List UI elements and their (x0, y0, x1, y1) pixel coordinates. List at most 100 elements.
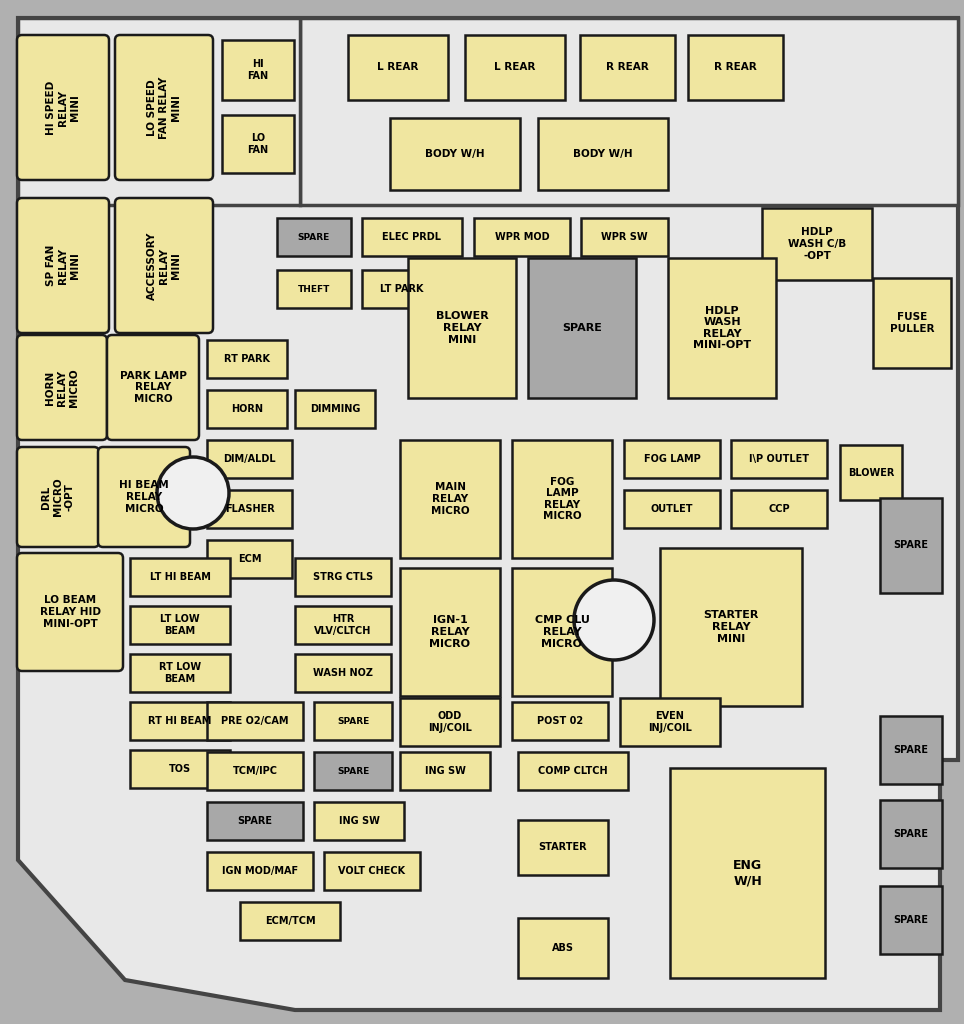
Text: L REAR: L REAR (377, 62, 418, 73)
FancyBboxPatch shape (880, 498, 942, 593)
Text: HI
FAN: HI FAN (248, 59, 269, 81)
FancyBboxPatch shape (295, 390, 375, 428)
FancyBboxPatch shape (670, 768, 825, 978)
Text: CMP CLU
RELAY
MICRO: CMP CLU RELAY MICRO (535, 615, 589, 648)
Text: POST 02: POST 02 (537, 716, 583, 726)
FancyBboxPatch shape (207, 802, 303, 840)
Text: RT LOW
BEAM: RT LOW BEAM (159, 663, 201, 684)
Text: HI BEAM
RELAY
MICRO: HI BEAM RELAY MICRO (120, 480, 169, 514)
FancyBboxPatch shape (314, 702, 392, 740)
Text: HDLP
WASH C/B
-OPT: HDLP WASH C/B -OPT (788, 227, 846, 260)
Text: ODD
INJ/COIL: ODD INJ/COIL (428, 712, 472, 733)
Text: ECM/TCM: ECM/TCM (265, 916, 315, 926)
Text: WPR SW: WPR SW (602, 232, 648, 242)
FancyBboxPatch shape (314, 802, 404, 840)
Text: SP FAN
RELAY
MINI: SP FAN RELAY MINI (46, 245, 80, 286)
FancyBboxPatch shape (314, 752, 392, 790)
Text: SPARE: SPARE (336, 717, 369, 725)
Text: SPARE: SPARE (237, 816, 273, 826)
Text: FLASHER: FLASHER (225, 504, 275, 514)
FancyBboxPatch shape (580, 35, 675, 100)
FancyBboxPatch shape (390, 118, 520, 190)
Text: HI SPEED
RELAY
MINI: HI SPEED RELAY MINI (46, 80, 80, 134)
Text: SPARE: SPARE (894, 915, 928, 925)
Text: IGN MOD/MAF: IGN MOD/MAF (222, 866, 298, 876)
Text: SPARE: SPARE (894, 829, 928, 839)
FancyBboxPatch shape (240, 902, 340, 940)
FancyBboxPatch shape (400, 698, 500, 746)
Text: HTR
VLV/CLTCH: HTR VLV/CLTCH (314, 614, 372, 636)
Text: HDLP
WASH
RELAY
MINI-OPT: HDLP WASH RELAY MINI-OPT (693, 305, 751, 350)
FancyBboxPatch shape (295, 606, 391, 644)
FancyBboxPatch shape (207, 540, 292, 578)
Text: TOS: TOS (169, 764, 191, 774)
Text: FOG LAMP: FOG LAMP (644, 454, 701, 464)
Text: ABS: ABS (552, 943, 574, 953)
FancyBboxPatch shape (362, 270, 442, 308)
Circle shape (574, 580, 654, 660)
FancyBboxPatch shape (207, 390, 287, 428)
Text: COMP CLTCH: COMP CLTCH (538, 766, 608, 776)
Text: SPARE: SPARE (562, 323, 602, 333)
FancyBboxPatch shape (107, 335, 199, 440)
Text: CCP: CCP (768, 504, 790, 514)
FancyBboxPatch shape (324, 852, 420, 890)
FancyBboxPatch shape (17, 447, 99, 547)
Text: LO
FAN: LO FAN (248, 133, 269, 155)
FancyBboxPatch shape (98, 447, 190, 547)
FancyBboxPatch shape (880, 800, 942, 868)
Text: IGN-1
RELAY
MICRO: IGN-1 RELAY MICRO (430, 615, 470, 648)
FancyBboxPatch shape (465, 35, 565, 100)
Text: R REAR: R REAR (606, 62, 649, 73)
FancyBboxPatch shape (17, 553, 123, 671)
FancyBboxPatch shape (222, 40, 294, 100)
Text: WPR MOD: WPR MOD (495, 232, 549, 242)
FancyBboxPatch shape (115, 35, 213, 180)
Text: OUTLET: OUTLET (651, 504, 693, 514)
Text: BLOWER: BLOWER (847, 468, 895, 477)
Text: I\P OUTLET: I\P OUTLET (749, 454, 809, 464)
FancyBboxPatch shape (408, 258, 516, 398)
Text: LO SPEED
FAN RELAY
MINI: LO SPEED FAN RELAY MINI (147, 77, 180, 138)
Text: SPARE: SPARE (894, 745, 928, 755)
Text: SPARE: SPARE (894, 541, 928, 551)
FancyBboxPatch shape (688, 35, 783, 100)
Text: STRG CTLS: STRG CTLS (313, 572, 373, 582)
FancyBboxPatch shape (528, 258, 636, 398)
Text: L REAR: L REAR (495, 62, 536, 73)
Text: DIM/ALDL: DIM/ALDL (224, 454, 276, 464)
FancyBboxPatch shape (620, 698, 720, 746)
FancyBboxPatch shape (130, 606, 230, 644)
Polygon shape (300, 18, 958, 205)
Text: VOLT CHECK: VOLT CHECK (338, 866, 406, 876)
Text: FUSE
PULLER: FUSE PULLER (890, 312, 934, 334)
FancyBboxPatch shape (400, 568, 500, 696)
FancyBboxPatch shape (880, 886, 942, 954)
FancyBboxPatch shape (207, 490, 292, 528)
FancyBboxPatch shape (130, 750, 230, 788)
FancyBboxPatch shape (538, 118, 668, 190)
Text: ING SW: ING SW (338, 816, 380, 826)
Text: ECM: ECM (238, 554, 261, 564)
FancyBboxPatch shape (17, 198, 109, 333)
FancyBboxPatch shape (400, 440, 500, 558)
Text: SPARE: SPARE (336, 767, 369, 775)
Text: BODY W/H: BODY W/H (574, 150, 632, 159)
Text: PARK LAMP
RELAY
MICRO: PARK LAMP RELAY MICRO (120, 371, 186, 404)
FancyBboxPatch shape (762, 208, 872, 280)
Circle shape (157, 457, 229, 529)
Text: TCM/IPC: TCM/IPC (232, 766, 278, 776)
Text: R REAR: R REAR (714, 62, 757, 73)
Text: HORN
RELAY
MICRO: HORN RELAY MICRO (45, 369, 79, 407)
Text: BLOWER
RELAY
MINI: BLOWER RELAY MINI (436, 311, 489, 345)
Text: ELEC PRDL: ELEC PRDL (383, 232, 442, 242)
FancyBboxPatch shape (518, 820, 608, 874)
Text: HORN: HORN (231, 404, 263, 414)
FancyBboxPatch shape (624, 490, 720, 528)
Text: LT HI BEAM: LT HI BEAM (149, 572, 210, 582)
Text: BODY W/H: BODY W/H (425, 150, 485, 159)
FancyBboxPatch shape (115, 198, 213, 333)
Text: ENG
W/H: ENG W/H (733, 859, 763, 887)
Text: RT PARK: RT PARK (224, 354, 270, 364)
FancyBboxPatch shape (731, 440, 827, 478)
